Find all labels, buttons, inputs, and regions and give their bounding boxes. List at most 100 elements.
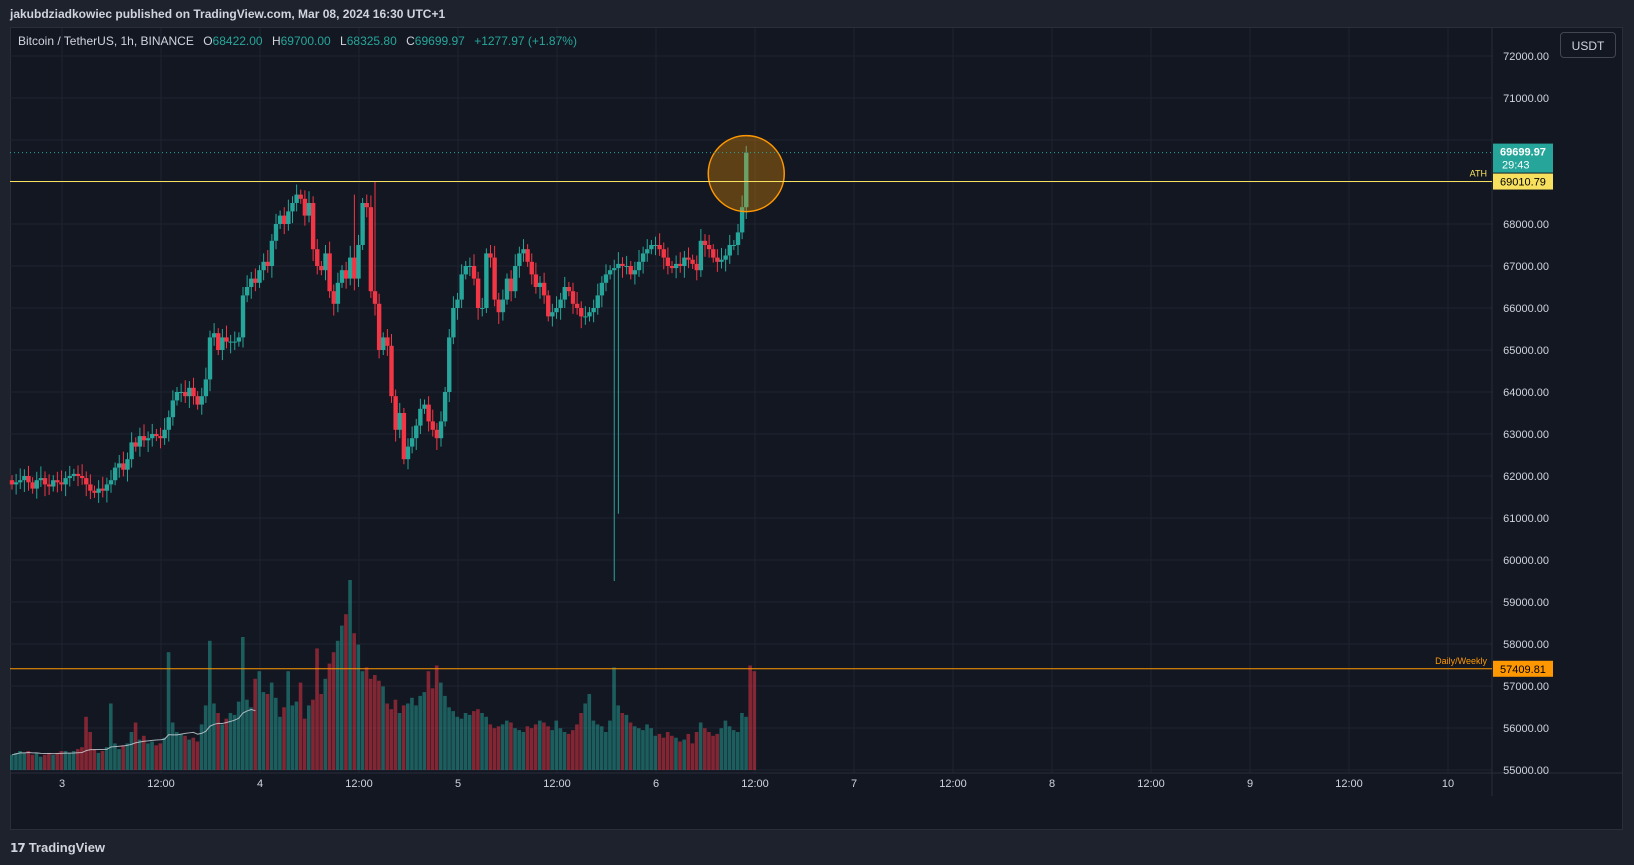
volume-bar — [18, 751, 22, 770]
volume-bar — [228, 713, 233, 770]
volume-bar — [517, 730, 521, 770]
chart-area[interactable] — [10, 27, 1623, 830]
symbol-name[interactable]: Bitcoin / TetherUS, 1h, BINANCE — [18, 34, 194, 48]
volume-bar — [34, 752, 39, 770]
candle-body — [133, 442, 138, 447]
currency-button[interactable]: USDT — [1560, 32, 1616, 58]
volume-bar — [719, 728, 724, 770]
candle-body — [405, 446, 411, 460]
candle-body — [236, 337, 242, 342]
volume-bar — [150, 741, 154, 770]
volume-bar — [298, 682, 303, 770]
candle-body — [389, 345, 394, 397]
candle-body — [702, 240, 708, 245]
candle-body — [603, 274, 609, 283]
volume-bar — [216, 713, 220, 770]
candle-body — [521, 249, 526, 254]
volume-bar — [368, 678, 373, 770]
candle-body — [125, 459, 130, 470]
x-tick-label: 12:00 — [543, 778, 571, 790]
candle-body — [442, 392, 448, 422]
candle-body — [162, 429, 167, 439]
volume-bar — [562, 732, 567, 770]
volume-bar — [595, 724, 600, 770]
volume-bar — [604, 732, 608, 770]
last-price-tag — [1493, 143, 1553, 173]
volume-bar — [571, 730, 575, 770]
candle-body — [170, 400, 176, 418]
volume-bar — [377, 680, 381, 770]
volume-bar — [509, 722, 513, 770]
volume-bar — [715, 733, 719, 770]
volume-bar — [414, 705, 418, 770]
y-tick-label: 55000.00 — [1503, 765, 1549, 777]
volume-bar — [319, 694, 323, 770]
volume-bar — [682, 739, 686, 770]
candle-body — [636, 261, 642, 271]
volume-bar — [434, 665, 439, 770]
candle-body — [715, 257, 720, 262]
candle-body — [306, 203, 312, 216]
candle-body — [372, 291, 378, 304]
volume-bar — [583, 703, 587, 770]
volume-bar — [410, 697, 414, 770]
candle-body — [525, 249, 530, 262]
candle-body — [298, 194, 303, 199]
candle-body — [533, 274, 539, 287]
x-tick-label: 12:00 — [1335, 778, 1363, 790]
candle-body — [471, 266, 477, 279]
volume-bar — [10, 754, 14, 770]
tradingview-logo[interactable]: 17 TradingView — [10, 840, 105, 855]
candle-body — [426, 404, 431, 422]
x-tick-label: 12:00 — [147, 778, 175, 790]
candle-body — [323, 253, 328, 271]
candle-body — [108, 480, 114, 485]
candle-body — [554, 308, 559, 313]
candle-body — [735, 232, 741, 245]
x-tick-label: 4 — [257, 778, 263, 790]
candle-body — [71, 473, 77, 476]
candle-body — [508, 278, 514, 292]
candle-body — [51, 480, 56, 487]
candle-body — [459, 274, 464, 300]
volume-bar — [418, 695, 422, 770]
candle-body — [154, 434, 159, 437]
x-tick-label: 9 — [1247, 778, 1253, 790]
volume-bar — [166, 652, 171, 770]
y-tick-label: 63000.00 — [1503, 429, 1549, 441]
candle-body — [67, 476, 72, 479]
volume-bar — [381, 686, 385, 770]
candle-body — [632, 270, 638, 275]
support-price-tag — [1493, 660, 1553, 677]
candle-body — [26, 476, 31, 483]
footer-logo-text: TradingView — [28, 840, 106, 855]
x-tick-label: 3 — [59, 778, 65, 790]
candle-body — [612, 268, 617, 271]
low-label: L — [340, 34, 347, 48]
candle-body — [409, 438, 415, 447]
volume-bar — [245, 699, 249, 770]
volume-bar — [142, 735, 146, 770]
candle-body — [360, 203, 365, 245]
candle-body — [117, 463, 122, 468]
candle-body — [302, 198, 308, 216]
candle-body — [183, 392, 188, 397]
candle-body — [744, 152, 749, 208]
candle-body — [257, 270, 262, 283]
x-tick-label: 12:00 — [345, 778, 373, 790]
candle-body — [244, 287, 250, 296]
candle-body — [727, 245, 732, 256]
volume-bar — [670, 735, 674, 770]
candle-body — [574, 303, 580, 308]
volume-bar — [393, 699, 398, 770]
volume-bar — [426, 671, 431, 770]
volume-bar — [67, 752, 72, 770]
volume-bar — [14, 752, 18, 770]
volume-bar — [624, 714, 629, 770]
volume-bar — [711, 735, 715, 770]
candle-body — [265, 261, 270, 266]
volume-bar — [335, 640, 340, 770]
candle-body — [46, 484, 52, 487]
candle-body — [174, 392, 180, 401]
